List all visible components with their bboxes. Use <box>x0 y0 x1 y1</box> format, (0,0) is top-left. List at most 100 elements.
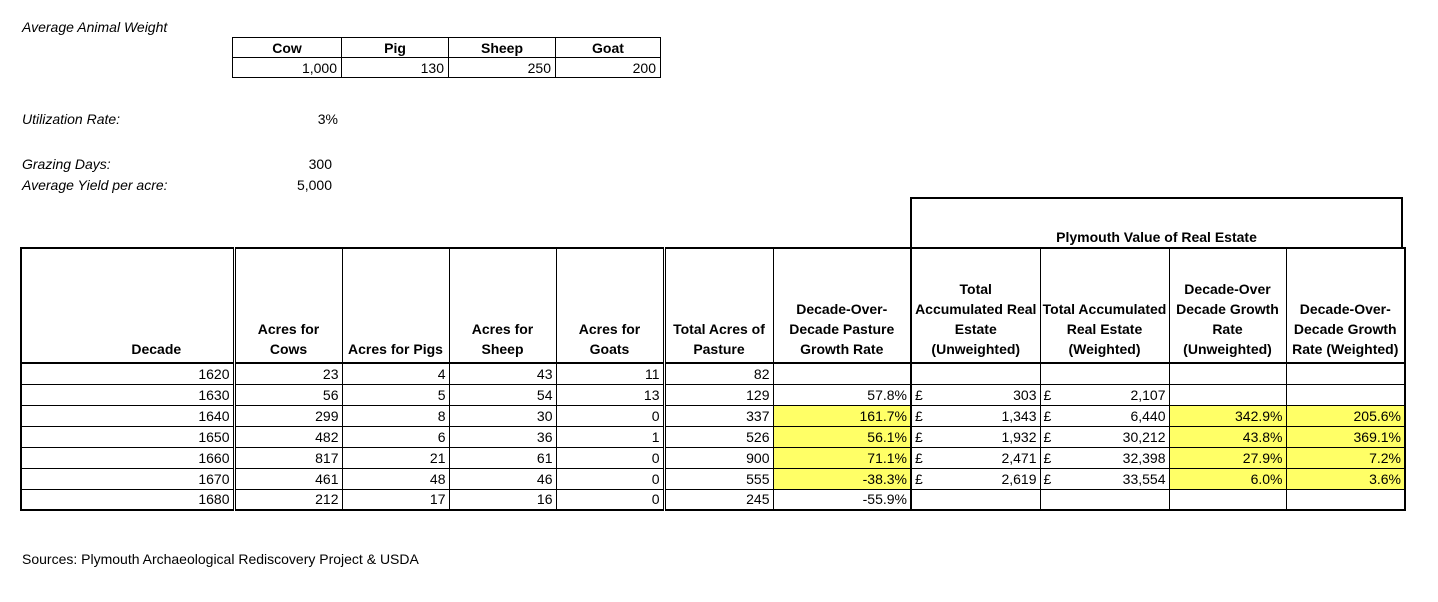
sheep-cell: 46 <box>448 467 557 490</box>
table-row: 1660 817 21 61 0 900 71.1% £2,471 £32,398 27.9% 7.… <box>20 446 1406 469</box>
decade-cell: 1640 <box>20 404 236 427</box>
sheep-cell: 36 <box>448 425 557 448</box>
real-estate-unweighted-cell <box>910 362 1041 385</box>
real-estate-unweighted-cell <box>910 488 1041 511</box>
weight-value-goat: 200 <box>555 57 661 78</box>
growth-unweighted-cell: 27.9% <box>1168 446 1287 469</box>
weight-value-pig: 130 <box>341 57 449 78</box>
currency-amount: 6,440 <box>1130 407 1166 424</box>
weight-value-cow: 1,000 <box>232 57 342 78</box>
goats-cell: 0 <box>555 404 666 427</box>
pigs-cell: 4 <box>341 362 450 385</box>
goats-cell: 0 <box>555 446 666 469</box>
currency-amount: 32,398 <box>1122 449 1166 466</box>
currency-symbol: £ <box>1043 449 1052 466</box>
real-estate-unweighted-cell: £1,932 <box>910 425 1041 448</box>
table-row: 1620 23 4 43 11 82 <box>20 362 1406 385</box>
average-yield-label: Average Yield per acre: <box>22 177 168 193</box>
real-estate-title: Plymouth Value of Real Estate <box>1056 229 1257 245</box>
table-row: 1650 482 6 36 1 526 56.1% £1,932 £30,212 43.8% 369… <box>20 425 1406 448</box>
cows-cell: 23 <box>233 362 343 385</box>
pigs-cell: 17 <box>341 488 450 511</box>
total-pasture-cell: 526 <box>663 425 774 448</box>
real-estate-unweighted-cell: £303 <box>910 383 1041 406</box>
cows-cell: 212 <box>233 488 343 511</box>
real-estate-unweighted-cell: £2,471 <box>910 446 1041 469</box>
col-header-total-pasture: Total Acres of Pasture <box>663 247 774 364</box>
currency-amount: 33,554 <box>1122 470 1166 487</box>
weight-header-sheep: Sheep <box>448 37 556 58</box>
cows-cell: 299 <box>233 404 343 427</box>
currency-symbol: £ <box>915 407 923 424</box>
table-header-row: Decade Acres for Cows Acres for Pigs Acr… <box>20 247 1406 364</box>
grazing-days-value: 300 <box>308 156 332 172</box>
goats-cell: 0 <box>555 467 666 490</box>
col-header-real-estate-weighted: Total Accumulated Real Estate (Weighted) <box>1039 247 1170 364</box>
col-header-growth-unweighted: Decade-Over Decade Growth Rate (Unweight… <box>1168 247 1287 364</box>
average-weight-label: Average Animal Weight <box>22 19 168 35</box>
growth-unweighted-cell: 43.8% <box>1168 425 1287 448</box>
growth-unweighted-cell <box>1168 362 1287 385</box>
pasture-growth-cell: -55.9% <box>772 488 912 511</box>
sources-note: Sources: Plymouth Archaeological Redisco… <box>22 551 419 567</box>
goats-cell: 1 <box>555 425 666 448</box>
growth-weighted-cell: 369.1% <box>1285 425 1406 448</box>
pasture-growth-cell <box>772 362 912 385</box>
real-estate-weighted-cell: £6,440 <box>1039 404 1170 427</box>
weight-value-sheep: 250 <box>448 57 556 78</box>
table-row: 1630 56 5 54 13 129 57.8% £303 £2,107 <box>20 383 1406 406</box>
currency-symbol: £ <box>915 449 923 466</box>
col-header-decade: Decade <box>20 247 236 364</box>
weight-header-cow: Cow <box>232 37 342 58</box>
decade-cell: 1650 <box>20 425 236 448</box>
decade-cell: 1670 <box>20 467 236 490</box>
growth-weighted-cell <box>1285 383 1406 406</box>
weight-header-pig: Pig <box>341 37 449 58</box>
col-header-real-estate-unweighted: Total Accumulated Real Estate (Unweighte… <box>910 247 1041 364</box>
currency-symbol: £ <box>915 470 923 487</box>
pigs-cell: 6 <box>341 425 450 448</box>
col-header-sheep: Acres for Sheep <box>448 247 557 364</box>
real-estate-header-box: Plymouth Value of Real Estate <box>910 197 1403 247</box>
growth-weighted-cell: 205.6% <box>1285 404 1406 427</box>
pasture-growth-cell: -38.3% <box>772 467 912 490</box>
table-row: 1670 461 48 46 0 555 -38.3% £2,619 £33,554 6.0% 3.… <box>20 467 1406 490</box>
cows-cell: 482 <box>233 425 343 448</box>
growth-weighted-cell <box>1285 488 1406 511</box>
real-estate-unweighted-cell: £1,343 <box>910 404 1041 427</box>
growth-unweighted-cell: 342.9% <box>1168 404 1287 427</box>
cows-cell: 56 <box>233 383 343 406</box>
table-row: 1680 212 17 16 0 245 -55.9% <box>20 488 1406 511</box>
pasture-growth-cell: 71.1% <box>772 446 912 469</box>
currency-symbol: £ <box>1043 428 1052 445</box>
currency-amount: 2,107 <box>1130 386 1166 403</box>
cows-cell: 817 <box>233 446 343 469</box>
goats-cell: 13 <box>555 383 666 406</box>
cows-cell: 461 <box>233 467 343 490</box>
pigs-cell: 21 <box>341 446 450 469</box>
currency-amount: 303 <box>1013 386 1037 403</box>
sheep-cell: 54 <box>448 383 557 406</box>
real-estate-unweighted-cell: £2,619 <box>910 467 1041 490</box>
pasture-growth-cell: 161.7% <box>772 404 912 427</box>
real-estate-weighted-cell: £32,398 <box>1039 446 1170 469</box>
total-pasture-cell: 900 <box>663 446 774 469</box>
decade-cell: 1660 <box>20 446 236 469</box>
growth-weighted-cell: 7.2% <box>1285 446 1406 469</box>
utilization-value: 3% <box>317 111 338 127</box>
pasture-data-table: Decade Acres for Cows Acres for Pigs Acr… <box>20 247 1406 511</box>
col-header-growth-weighted: Decade-Over-Decade Growth Rate (Weighted… <box>1285 247 1406 364</box>
pasture-growth-cell: 56.1% <box>772 425 912 448</box>
currency-amount: 1,932 <box>1001 428 1037 445</box>
real-estate-weighted-cell: £2,107 <box>1039 383 1170 406</box>
growth-unweighted-cell: 6.0% <box>1168 467 1287 490</box>
col-header-pasture-growth: Decade-Over-Decade Pasture Growth Rate <box>772 247 912 364</box>
sheep-cell: 16 <box>448 488 557 511</box>
currency-amount: 2,619 <box>1001 470 1037 487</box>
table-row: 1640 299 8 30 0 337 161.7% £1,343 £6,440 342.9% 20… <box>20 404 1406 427</box>
real-estate-weighted-cell <box>1039 488 1170 511</box>
utilization-label: Utilization Rate: <box>22 111 121 127</box>
pigs-cell: 8 <box>341 404 450 427</box>
average-yield-value: 5,000 <box>296 177 332 193</box>
currency-amount: 30,212 <box>1122 428 1166 445</box>
